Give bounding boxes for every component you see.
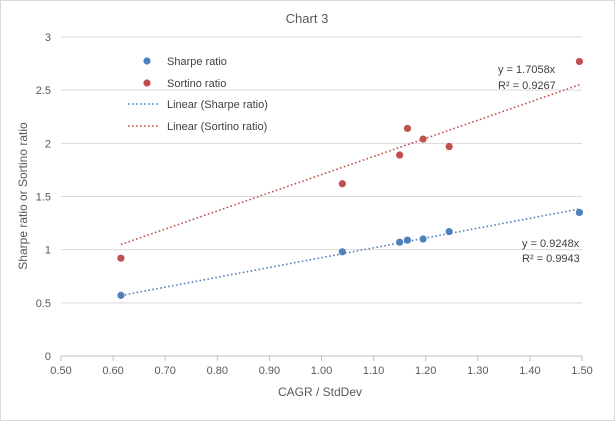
x-tick-label: 1.10 xyxy=(363,365,384,377)
data-point-sortino xyxy=(445,142,453,151)
y-axis-title: Sharpe ratio or Sortino ratio xyxy=(16,122,30,270)
x-tick-label: 0.50 xyxy=(50,365,71,377)
legend-sharpe-label: Sharpe ratio xyxy=(167,56,227,68)
x-tick-label: 1.30 xyxy=(467,365,488,377)
data-point-sharpe xyxy=(117,291,125,299)
legend-linear-sortino-label: Linear (Sortino ratio) xyxy=(167,121,267,133)
legend: Sharpe ratio Sortino ratio Linear (Sharpe … xyxy=(128,56,268,133)
y-tick-label: 0.5 xyxy=(36,298,51,310)
x-tick-label: 0.90 xyxy=(259,365,280,377)
r-squared-sortino: R² = 0.9267 xyxy=(498,80,556,92)
x-tick-label: 0.70 xyxy=(154,365,175,377)
data-point-sharpe xyxy=(419,235,427,243)
y-tick-label: 2 xyxy=(45,138,51,150)
x-tick-label: 0.80 xyxy=(207,365,228,377)
legend-sharpe-marker xyxy=(143,57,151,65)
legend-sortino-label: Sortino ratio xyxy=(167,78,226,90)
x-tick-label: 0.60 xyxy=(102,365,123,377)
trendlines xyxy=(120,84,580,297)
legend-linear-sharpe-label: Linear (Sharpe ratio) xyxy=(167,99,268,111)
data-point-sharpe xyxy=(403,236,412,244)
y-tick-label: 1 xyxy=(45,245,51,257)
data-point-sortino xyxy=(338,180,346,188)
data-points xyxy=(117,57,583,299)
data-point-sharpe xyxy=(445,227,453,236)
data-point-sortino xyxy=(575,57,583,66)
equation-sortino: y = 1.7058x xyxy=(498,64,556,76)
r-squared-sharpe: R² = 0.9943 xyxy=(522,253,580,265)
y-tick-label: 2.5 xyxy=(36,85,51,97)
data-point-sharpe xyxy=(575,208,583,217)
y-tick-label: 1.5 xyxy=(36,192,51,204)
legend-sortino-marker xyxy=(143,79,151,87)
trendline-sharpe xyxy=(120,208,580,297)
x-tick-label: 1.20 xyxy=(415,365,436,377)
y-tick-label: 0 xyxy=(45,351,51,363)
data-point-sortino xyxy=(117,254,125,262)
data-point-sortino xyxy=(396,151,404,159)
x-tick-label: 1.50 xyxy=(571,365,592,377)
x-axis-title: CAGR / StdDev xyxy=(278,385,362,399)
chart-title: Chart 3 xyxy=(286,11,329,26)
equation-sharpe: y = 0.9248x xyxy=(522,238,580,250)
gridlines xyxy=(61,36,582,304)
trendline-annotations: y = 0.9248x R² = 0.9943 y = 1.7058x R² = 0.… xyxy=(498,64,580,265)
data-point-sharpe xyxy=(338,248,346,256)
x-tick-label: 1.40 xyxy=(519,365,540,377)
y-tick-label: 3 xyxy=(45,32,51,44)
axes: 0 0.5 1 1.5 2 2.5 3 0.50 0.60 0.70 0.80 0.90 1.00 1.1… xyxy=(36,32,593,377)
trendline-sortino xyxy=(120,84,580,246)
x-tick-label: 1.00 xyxy=(311,365,332,377)
data-point-sortino xyxy=(419,135,427,143)
data-point-sortino xyxy=(403,124,412,133)
data-point-sharpe xyxy=(396,238,404,246)
